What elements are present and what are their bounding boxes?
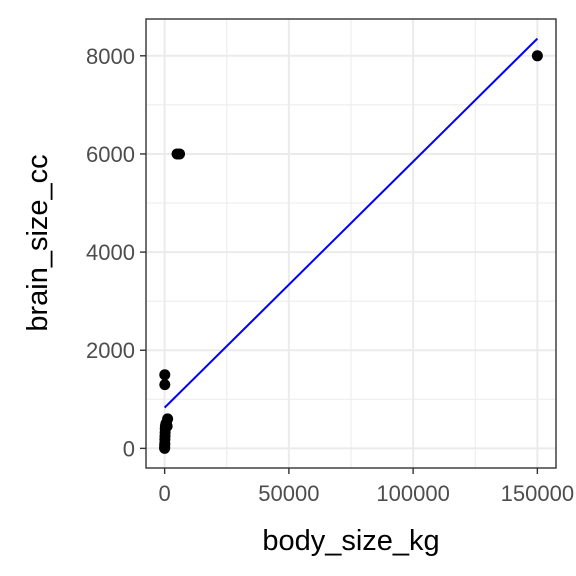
major-gridlines: [146, 19, 556, 468]
y-tick-label: 2000: [86, 338, 135, 363]
x-axis-ticks: 0 50000 100000 150000: [159, 468, 574, 506]
x-tick-label: 150000: [501, 481, 574, 506]
x-tick-label: 50000: [258, 481, 319, 506]
minor-gridlines: [146, 19, 556, 468]
data-point: [159, 369, 171, 381]
fit-line-layer: [163, 37, 539, 409]
y-tick-label: 4000: [86, 240, 135, 265]
y-tick-label: 0: [123, 436, 135, 461]
y-axis-ticks: 0 2000 4000 6000 8000: [86, 44, 146, 461]
data-point: [531, 50, 543, 62]
data-point: [162, 413, 174, 425]
panel-border: [145, 18, 557, 469]
y-axis-title: brain_size_cc: [22, 154, 54, 331]
x-tick-label: 0: [159, 481, 171, 506]
x-tick-label: 100000: [376, 481, 449, 506]
regression-line: [163, 37, 539, 409]
x-axis-title: body_size_kg: [262, 525, 439, 557]
data-point: [159, 379, 171, 391]
y-tick-label: 6000: [86, 142, 135, 167]
data-point: [174, 148, 186, 160]
y-tick-label: 8000: [86, 44, 135, 69]
data-points: [159, 50, 543, 454]
